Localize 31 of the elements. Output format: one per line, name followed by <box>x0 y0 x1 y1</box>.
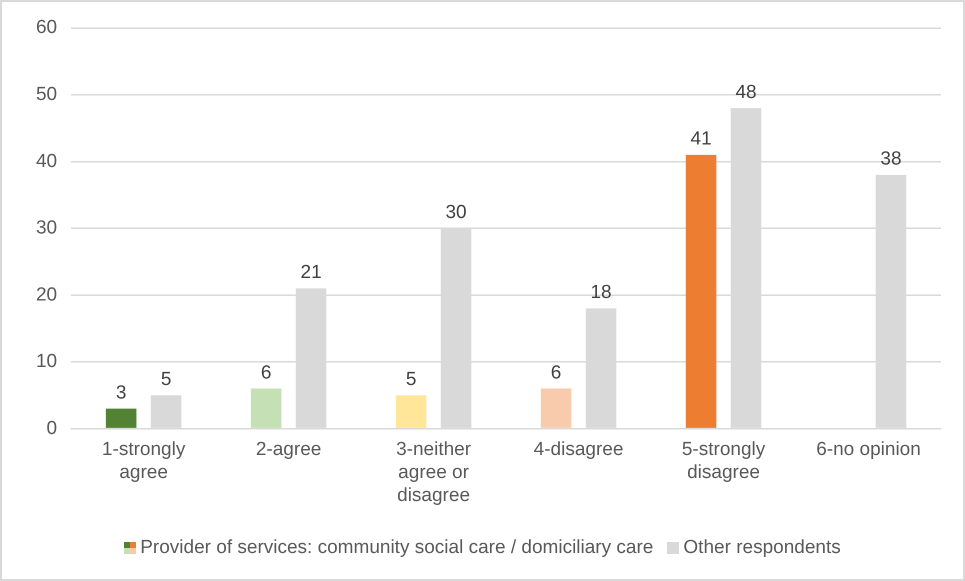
legend-label: Provider of services: community social care / domiciliary care <box>140 537 654 559</box>
bar <box>106 408 136 428</box>
data-label: 48 <box>735 82 757 103</box>
data-label: 30 <box>445 202 467 224</box>
data-label: 5 <box>406 368 416 390</box>
x-tick-label: 6-no opinion <box>816 439 921 460</box>
y-tick-label: 50 <box>36 84 58 105</box>
data-label: 6 <box>550 362 562 384</box>
data-label: 18 <box>590 282 612 304</box>
data-label: 6 <box>260 362 272 384</box>
data-label: 21 <box>300 262 322 284</box>
bar <box>540 388 572 428</box>
bar <box>686 154 716 428</box>
y-tick-label: 20 <box>36 284 58 306</box>
y-tick-label: 10 <box>36 351 58 372</box>
x-tick-label: 1-strongly agree <box>102 439 186 484</box>
data-label: 3 <box>116 382 126 404</box>
data-label: 38 <box>880 148 902 170</box>
bar <box>250 388 282 428</box>
data-label: 5 <box>160 368 172 390</box>
x-tick-label: 4-disagree <box>534 439 624 460</box>
data-label: 41 <box>690 128 712 150</box>
x-tick-label: 2-agree <box>256 439 322 460</box>
y-tick-label: 30 <box>36 218 58 239</box>
y-tick-label: 0 <box>46 418 58 439</box>
x-tick-label: 5-strongly disagree <box>682 439 766 484</box>
x-tick-label: 3-neither agree or disagree <box>396 439 472 506</box>
y-tick-label: 40 <box>36 150 58 172</box>
legend-label: Other respondents <box>683 537 841 559</box>
y-tick-label: 60 <box>36 17 58 38</box>
bar <box>396 395 426 428</box>
